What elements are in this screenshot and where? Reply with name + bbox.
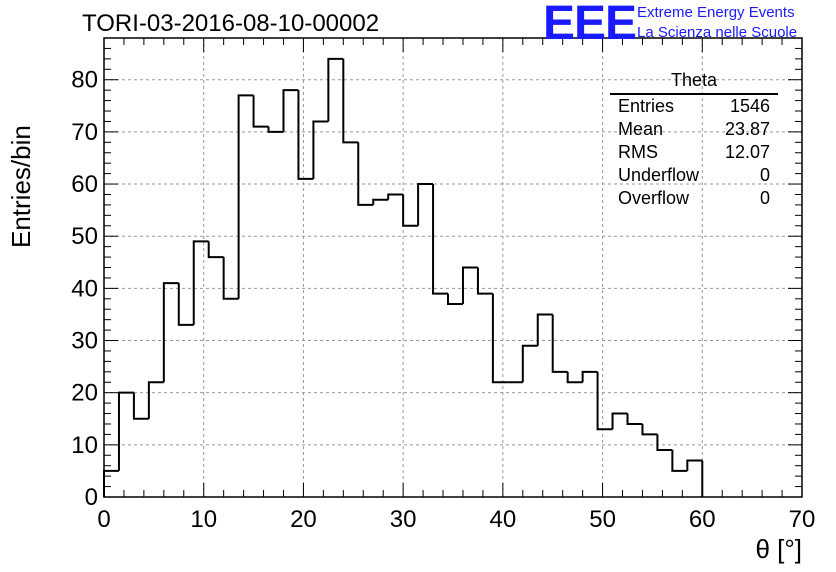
histogram-bin [671,450,688,472]
stats-row-underflow: Underflow 0 [610,164,778,187]
stats-label: Mean [618,119,664,139]
histogram-bin [581,370,598,383]
histogram-bin [536,313,553,346]
histogram-bin [447,293,463,306]
y-tick-label: 30 [71,328,98,355]
histogram-bin [147,381,164,419]
histogram-bin [596,371,613,431]
x-tick-label: 0 [97,506,110,533]
y-axis-label: Entries/bin [6,125,36,248]
histogram-bin [641,423,658,436]
histogram-bin [461,266,478,305]
histogram-bin [103,469,119,497]
y-tick-label: 60 [71,171,98,198]
y-tick-label: 40 [71,275,98,302]
stats-label: RMS [618,142,658,162]
tick-labels: 0 10 20 30 40 50 60 70 0 10 20 30 40 50 60 70 80 [71,67,815,533]
histogram-bin [162,282,179,383]
histogram-bin [566,371,583,384]
x-tick-label: 40 [490,506,517,533]
stats-value: 0 [759,188,770,208]
y-tick-label: 80 [71,67,98,94]
histogram-bin [656,434,673,452]
histogram-bin [611,412,628,430]
x-tick-label: 60 [689,506,716,533]
histogram-bin [132,392,149,420]
x-tick-label: 70 [789,506,816,533]
stats-label: Underflow [618,165,700,185]
x-tick-label: 20 [290,506,317,533]
stats-label: Entries [618,96,675,116]
y-tick-label: 50 [71,223,98,250]
histogram-bin [222,257,239,300]
y-tick-label: 70 [71,119,98,146]
histogram-bin [357,142,374,206]
histogram-bin [626,413,643,425]
histogram-bin [417,183,434,226]
stats-value: 23.87 [724,119,770,139]
histogram-bin [237,94,254,299]
histogram-bin [432,184,449,295]
histogram-bin [192,240,209,325]
histogram-bin [342,58,359,144]
histogram-bin [476,267,493,295]
histogram-bin [686,459,703,471]
histogram-bin [551,314,568,373]
histogram-bin [117,391,134,471]
y-tick-label: 10 [71,432,98,459]
tick-marks [103,37,803,498]
histogram-bin [387,193,404,200]
x-tick-label: 10 [190,506,217,533]
stats-box: Theta Entries 1546 Mean 23.87 RMS 12.07 … [610,70,778,210]
histogram-bin [312,120,329,179]
stats-row-entries: Entries 1546 [610,95,778,118]
x-tick-label: 50 [589,506,616,533]
histogram-bin [402,194,419,227]
stats-row-mean: Mean 23.87 [610,118,778,141]
histogram-bin [282,89,299,132]
histogram-bin [491,293,508,384]
stats-value: 0 [759,165,770,185]
stats-title: Theta [610,70,778,95]
stats-value: 12.07 [724,142,770,162]
histogram-bin [207,241,224,259]
histogram-bin [252,95,269,128]
stats-row-overflow: Overflow 0 [610,187,778,210]
grid-lines [104,38,802,497]
histogram-bin [177,283,194,326]
histogram-bin [327,57,344,122]
histogram-bin [521,344,538,383]
logo-line-1: Extreme Energy Events [637,4,795,21]
chart-title: TORI-03-2016-08-10-00002 [82,10,380,37]
histogram-bins [103,57,704,497]
x-axis-label: θ [°] [755,534,802,564]
stats-value: 1546 [729,96,770,116]
y-tick-label: 20 [71,380,98,407]
x-tick-label: 30 [390,506,417,533]
eee-logo: EEE [543,0,637,50]
histogram-bin [297,90,314,180]
stats-row-rms: RMS 12.07 [610,141,778,164]
stats-label: Overflow [618,188,690,208]
histogram-bin [267,126,284,133]
y-tick-label: 0 [85,484,98,511]
logo-line-2: La Scienza nelle Scuole [637,24,798,41]
histogram-bin [372,198,389,205]
